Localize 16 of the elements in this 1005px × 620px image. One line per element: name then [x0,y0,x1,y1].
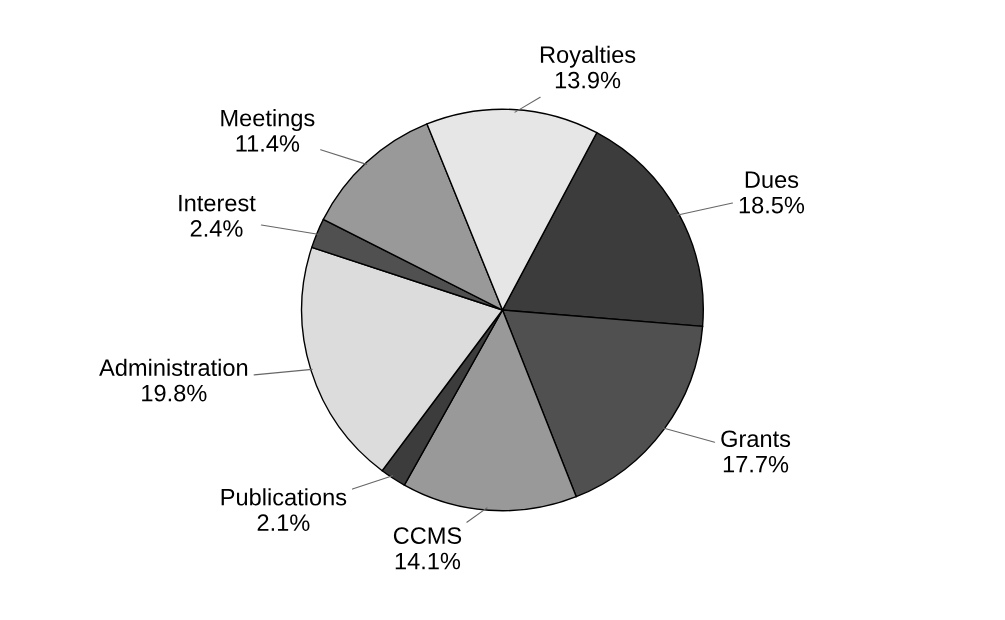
data-label: 2.4% [190,220,243,237]
slice-label: Publications [221,488,347,506]
data-label: 18.5% [739,196,805,214]
slice-label: Royalties [540,45,636,68]
data-label: 14.1% [395,552,461,570]
slice-label: Administration [99,358,248,377]
slice-label: CCMS [393,527,462,544]
data-label: 17.7% [723,455,789,473]
slice-label: Dues [745,171,799,189]
data-label: 11.4% [236,135,300,152]
data-label: 19.8% [142,384,207,402]
slice-label: Grants [721,430,791,448]
slice-label: Meetings [221,109,315,132]
slice-label: Interest [179,194,256,212]
data-label: 13.9% [555,71,621,89]
data-label: 2.1% [257,514,310,531]
